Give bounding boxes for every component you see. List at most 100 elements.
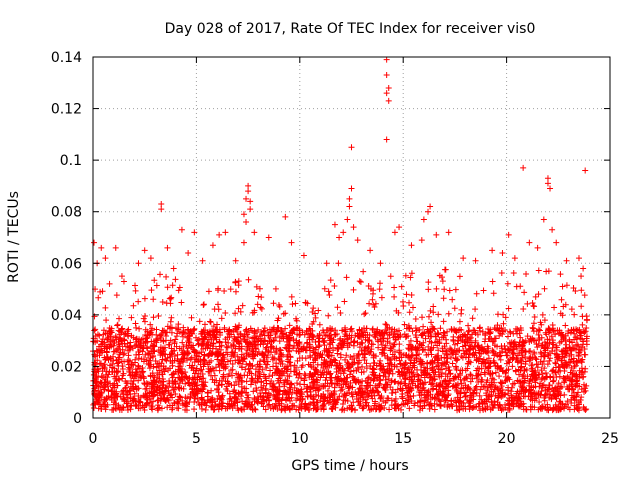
data-point (484, 387, 491, 394)
data-point (198, 405, 205, 412)
data-point (467, 359, 474, 366)
data-point (545, 352, 552, 359)
data-point (465, 322, 472, 329)
data-point (406, 388, 413, 395)
data-point (475, 378, 482, 385)
data-point (568, 306, 575, 313)
data-point (448, 398, 455, 405)
data-point (458, 380, 465, 387)
data-point (211, 372, 218, 379)
data-point (467, 343, 474, 350)
data-point (286, 335, 293, 342)
data-point (529, 403, 536, 410)
data-point (467, 386, 474, 393)
data-point (305, 406, 312, 413)
data-point (385, 84, 392, 91)
data-point (441, 266, 448, 273)
x-tick-label: 0 (89, 431, 98, 447)
data-point (520, 393, 527, 400)
data-point (243, 389, 250, 396)
data-point (582, 167, 589, 174)
data-point (566, 338, 573, 345)
data-point (254, 393, 261, 400)
data-point (440, 391, 447, 398)
data-point (214, 328, 221, 335)
data-point (324, 387, 331, 394)
data-point (370, 365, 377, 372)
data-point (272, 392, 279, 399)
data-point (266, 338, 273, 345)
data-point (362, 336, 369, 343)
data-point (439, 348, 446, 355)
data-point (350, 286, 357, 293)
data-point (135, 348, 142, 355)
data-point (380, 384, 387, 391)
data-point (550, 367, 557, 374)
data-point (540, 358, 547, 365)
data-point (442, 371, 449, 378)
data-point (90, 335, 97, 342)
data-point (106, 280, 113, 287)
data-point (133, 385, 140, 392)
data-point (253, 385, 260, 392)
data-point (119, 366, 126, 373)
data-point (145, 351, 152, 358)
data-point (557, 271, 564, 278)
data-point (114, 321, 121, 328)
data-point (463, 348, 470, 355)
data-point (344, 397, 351, 404)
data-point (116, 376, 123, 383)
data-point (508, 400, 515, 407)
data-point (178, 299, 185, 306)
data-point (433, 231, 440, 238)
data-point (292, 300, 299, 307)
data-point (151, 277, 158, 284)
data-point (114, 382, 121, 389)
data-point (373, 374, 380, 381)
data-point (220, 374, 227, 381)
data-point (229, 372, 236, 379)
data-point (205, 288, 212, 295)
data-point (328, 362, 335, 369)
data-point (540, 381, 547, 388)
data-point (191, 381, 198, 388)
data-point (463, 373, 470, 380)
data-point (208, 387, 215, 394)
data-point (278, 328, 285, 335)
data-point (380, 366, 387, 373)
data-point (133, 401, 140, 408)
data-point (344, 359, 351, 366)
data-point (232, 288, 239, 295)
data-point (245, 276, 252, 283)
data-point (214, 395, 221, 402)
data-point (484, 403, 491, 410)
data-point (125, 352, 132, 359)
data-point (391, 284, 398, 291)
data-point (351, 338, 358, 345)
data-point (348, 144, 355, 151)
data-point (475, 403, 482, 410)
data-point (91, 239, 98, 246)
data-point (317, 374, 324, 381)
data-point (373, 331, 380, 338)
data-point (259, 331, 266, 338)
data-point (246, 369, 253, 376)
data-point (186, 399, 193, 406)
data-point (311, 378, 318, 385)
data-point (430, 325, 437, 332)
data-point (191, 325, 198, 332)
data-point (313, 391, 320, 398)
data-point (436, 382, 443, 389)
x-axis-label: GPS time / hours (291, 458, 408, 474)
data-point (286, 322, 293, 329)
data-point (465, 328, 472, 335)
data-point (132, 287, 139, 294)
data-point (417, 387, 424, 394)
data-point (131, 390, 138, 397)
data-point (451, 305, 458, 312)
data-point (101, 364, 108, 371)
data-point (252, 406, 259, 413)
data-point (94, 357, 101, 364)
data-point (165, 390, 172, 397)
data-point (176, 360, 183, 367)
